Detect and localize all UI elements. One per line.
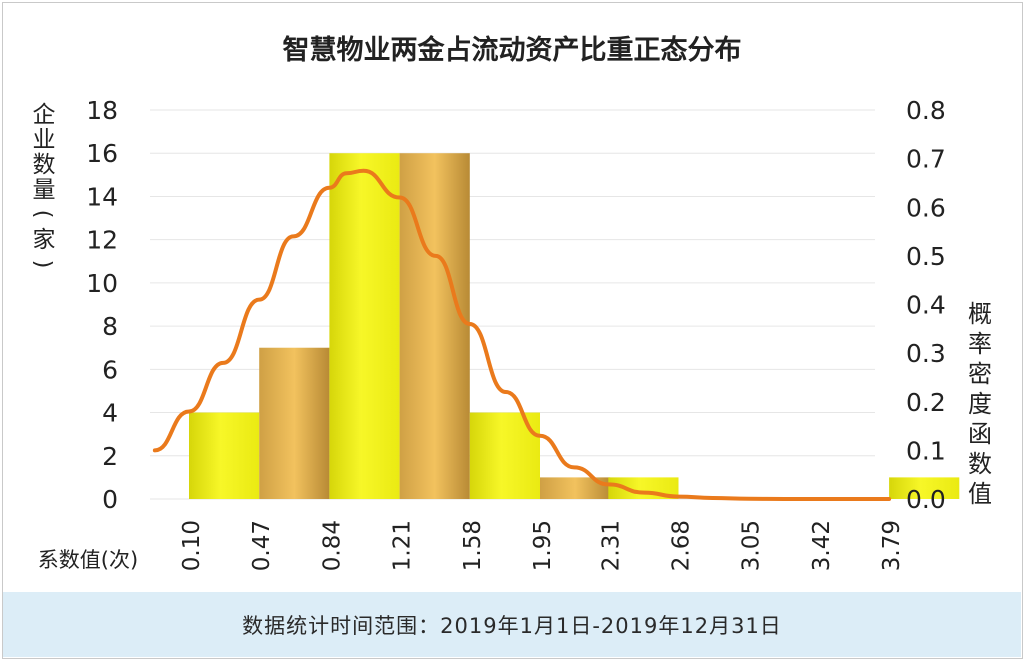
y2-label-char: 函 <box>968 420 992 448</box>
y-tick-label: 16 <box>86 139 118 168</box>
x-tick-label: 3.79 <box>879 520 905 571</box>
x-tick-label: 3.05 <box>739 520 765 571</box>
y2-label-char: 度 <box>968 390 992 418</box>
y-tick-label: 0 <box>102 485 118 514</box>
y-label-char: 业 <box>33 127 56 153</box>
y-label-char: ( <box>30 210 55 219</box>
y2-label-char: 密 <box>968 360 992 388</box>
y-axis-ticks: 0 2 4 6 8 10 12 14 16 18 <box>86 96 118 514</box>
y-label-char: ) <box>30 260 55 269</box>
histogram-bar <box>189 412 260 499</box>
y2-tick-label: 0.3 <box>906 339 946 368</box>
y2-label-char: 概 <box>968 300 992 328</box>
y-tick-label: 2 <box>102 442 118 471</box>
y-label-char: 家 <box>33 227 56 253</box>
y2-tick-label: 0.7 <box>906 145 946 174</box>
x-tick-label: 1.95 <box>530 520 556 571</box>
y2-tick-label: 0.8 <box>906 96 946 125</box>
y-label-char: 企 <box>33 102 56 128</box>
y2-tick-label: 0.0 <box>906 485 946 514</box>
x-tick-label: 0.10 <box>179 520 205 571</box>
y2-tick-label: 0.5 <box>906 242 946 271</box>
y2-tick-label: 0.2 <box>906 388 946 417</box>
x-axis-ticks: 0.10 0.47 0.84 1.21 1.58 1.95 2.31 2.68 3.05 3.42… <box>179 520 905 571</box>
x-tick-label: 1.58 <box>460 520 486 571</box>
y2-tick-label: 0.1 <box>906 436 946 465</box>
x-tick-label: 0.47 <box>249 520 275 571</box>
x-tick-label: 3.42 <box>809 520 835 571</box>
y-tick-label: 14 <box>86 182 118 211</box>
y-tick-label: 18 <box>86 96 118 125</box>
histogram-bar <box>329 153 400 499</box>
chart-title: 智慧物业两金占流动资产比重正态分布 <box>283 34 742 66</box>
y-tick-label: 6 <box>102 355 118 384</box>
y-tick-label: 4 <box>102 399 118 428</box>
histogram-bar <box>889 477 960 499</box>
y-label-char: 数 <box>33 152 56 178</box>
x-tick-label: 0.84 <box>319 520 345 571</box>
x-tick-label: 2.31 <box>598 520 624 571</box>
y-tick-label: 10 <box>86 269 118 298</box>
x-tick-label: 2.68 <box>669 520 695 571</box>
histogram-bar <box>259 347 330 499</box>
bars <box>189 153 960 499</box>
y-tick-label: 12 <box>86 226 118 255</box>
y2-tick-label: 0.4 <box>906 291 946 320</box>
density-curve <box>152 168 892 501</box>
y2-label-char: 值 <box>968 480 992 508</box>
x-tick-label: 1.21 <box>390 520 416 571</box>
y2-label-char: 数 <box>968 450 992 478</box>
footer-text: 数据统计时间范围：2019年1月1日-2019年12月31日 <box>242 614 782 638</box>
y2-axis-ticks: 0.0 0.1 0.2 0.3 0.4 0.5 0.6 0.7 0.8 <box>906 96 946 514</box>
y-label-char: 量 <box>33 177 56 203</box>
x-axis-label: 系数值(次) <box>38 548 138 572</box>
density-curve-line <box>152 168 892 501</box>
y2-tick-label: 0.6 <box>906 193 946 222</box>
y-tick-label: 8 <box>102 312 118 341</box>
histogram-bar <box>540 477 611 499</box>
y2-label-char: 率 <box>968 330 992 358</box>
footer-bar: 数据统计时间范围：2019年1月1日-2019年12月31日 <box>3 592 1021 657</box>
